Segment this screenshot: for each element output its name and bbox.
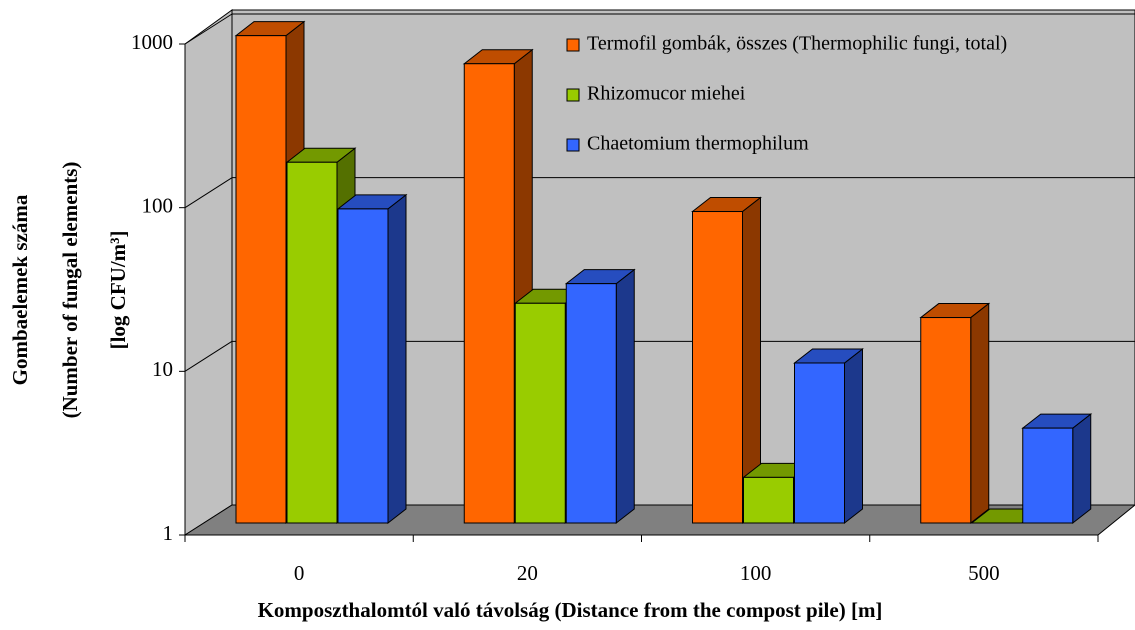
- bar-front: [337, 208, 389, 524]
- bar-side: [387, 193, 407, 525]
- bar-front: [692, 211, 743, 524]
- y-axis-title: Gombaelemek száma (Number of fungal elem…: [8, 162, 130, 419]
- x-tick-label: 0: [294, 561, 305, 585]
- grid-line: [184, 340, 233, 372]
- bar-front: [920, 317, 972, 524]
- legend-swatch: [566, 38, 580, 52]
- bar-side: [615, 268, 635, 525]
- grid-line: [184, 13, 233, 45]
- bar: [919, 302, 991, 525]
- side-wall: [184, 9, 233, 536]
- y-title-line: (Number of fungal elements): [58, 162, 82, 419]
- bar-front: [743, 476, 794, 524]
- bar-front: [286, 161, 338, 524]
- y-tick-label: 10: [152, 357, 173, 381]
- y-title-line: [log CFU/m³]: [106, 231, 130, 350]
- legend-label: Rhizomucor miehei: [587, 83, 746, 105]
- y-tick-label: 100: [142, 193, 174, 217]
- legend-label: Termofil gombák, összes (Thermophilic fu…: [587, 33, 1007, 55]
- bar: [336, 193, 408, 525]
- bar: [462, 48, 534, 525]
- bar-side: [970, 302, 990, 525]
- bar: [793, 347, 864, 525]
- legend-label: Chaetomium thermophilum: [587, 133, 809, 155]
- x-axis-title: Komposzthalomtól való távolság (Distance…: [258, 598, 883, 622]
- x-tick-label: 20: [517, 561, 538, 585]
- legend-swatch: [566, 138, 580, 152]
- bar: [1021, 413, 1093, 525]
- legend-swatch: [566, 88, 580, 102]
- y-tick-label: 1000: [131, 30, 173, 54]
- y-tick-label: 1: [163, 521, 174, 545]
- bar-side: [1072, 413, 1092, 525]
- x-tick-label: 100: [740, 561, 772, 585]
- bar: [564, 268, 636, 525]
- bar-front: [514, 302, 566, 524]
- bar-front: [1022, 427, 1074, 524]
- bar-front: [463, 63, 515, 524]
- bar-front: [794, 362, 845, 524]
- grid-line: [184, 177, 233, 209]
- x-tick-label: 500: [968, 561, 1000, 585]
- bar-front: [235, 35, 287, 524]
- bar-front: [565, 283, 617, 524]
- y-title-line: Gombaelemek száma: [8, 194, 32, 385]
- bar: [691, 196, 762, 525]
- bar-side: [844, 347, 863, 525]
- plot-walls: [183, 9, 1135, 536]
